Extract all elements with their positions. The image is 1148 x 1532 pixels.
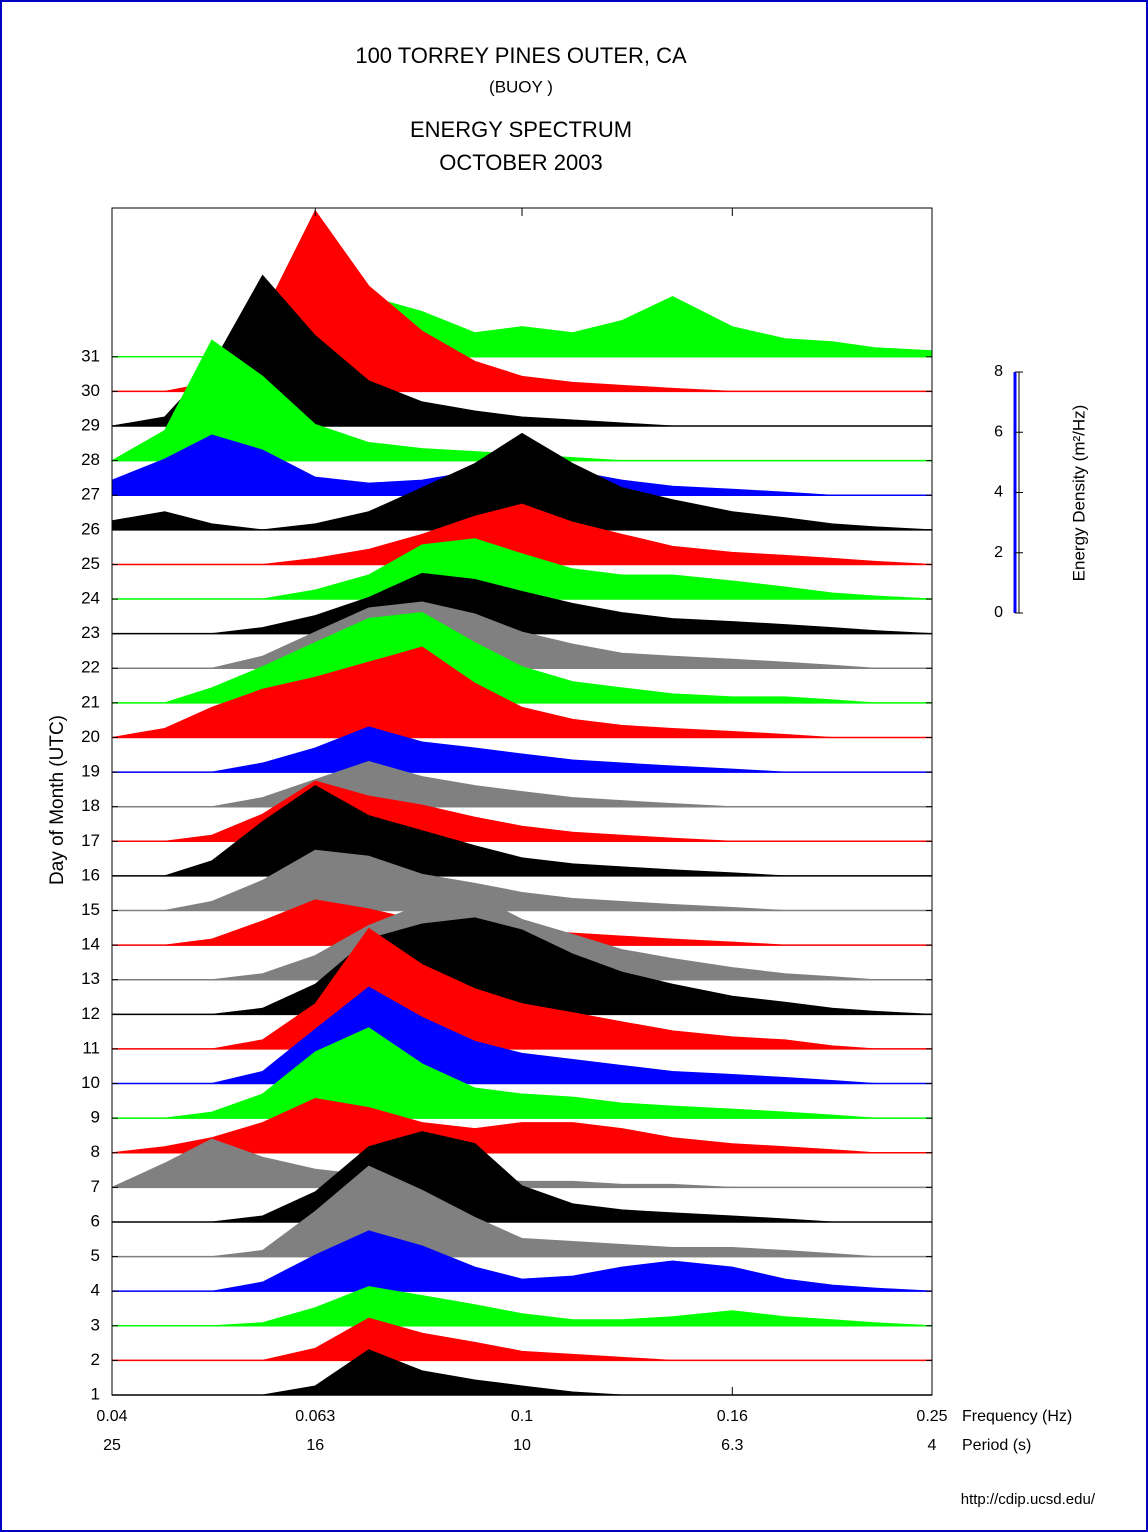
y-tick-label: 18 — [81, 796, 100, 815]
y-tick-label: 24 — [81, 589, 100, 608]
spectrum — [112, 572, 933, 635]
period-tick-label: 4 — [928, 1437, 937, 1454]
y-tick-label: 10 — [81, 1073, 100, 1092]
x-tick-label: 0.063 — [295, 1408, 335, 1425]
y-tick-label: 30 — [81, 381, 100, 400]
y-tick-label: 16 — [81, 865, 100, 884]
spectrum — [112, 917, 933, 1015]
y-axis-label: Day of Month (UTC) — [47, 715, 68, 885]
y-tick-label: 21 — [81, 692, 100, 711]
y-tick-label: 26 — [81, 519, 100, 538]
y-tick-label: 3 — [91, 1315, 100, 1334]
spectrum — [112, 1165, 932, 1258]
y-tick-label: 20 — [81, 727, 100, 746]
y-tick-label: 14 — [81, 935, 100, 954]
y-tick-label: 27 — [81, 485, 100, 504]
x-axis-label: Frequency (Hz) — [962, 1408, 1072, 1425]
z-tick-label: 8 — [994, 363, 1003, 380]
y-tick-label: 25 — [81, 554, 100, 573]
chart-title: 100 TORREY PINES OUTER, CA — [355, 43, 687, 68]
spectrum — [111, 432, 933, 531]
chart-title-3: OCTOBER 2003 — [439, 150, 602, 175]
y-tick-label: 7 — [91, 1177, 100, 1196]
period-tick-label: 16 — [306, 1437, 324, 1454]
y-tick-label: 13 — [81, 969, 100, 988]
y-tick-label: 28 — [81, 450, 100, 469]
x-tick-label: 0.04 — [96, 1408, 127, 1425]
z-tick-label: 4 — [994, 484, 1003, 501]
spectrum — [112, 1230, 933, 1292]
y-tick-label: 12 — [81, 1004, 100, 1023]
y-tick-label: 6 — [91, 1211, 100, 1230]
y-tick-label: 31 — [81, 346, 100, 365]
period-tick-label: 25 — [103, 1437, 121, 1454]
y-tick-label: 23 — [81, 623, 100, 642]
z-tick-label: 0 — [994, 604, 1003, 621]
x2-axis-label: Period (s) — [962, 1437, 1031, 1454]
x-tick-label: 0.25 — [916, 1408, 947, 1425]
z-tick-label: 2 — [994, 544, 1003, 561]
x-tick-label: 0.1 — [511, 1408, 533, 1425]
spectrum — [111, 1098, 932, 1154]
y-tick-label: 15 — [81, 900, 100, 919]
y-tick-label: 17 — [81, 831, 100, 850]
period-tick-label: 10 — [513, 1437, 531, 1454]
footer-url: http://cdip.ucsd.edu/ — [961, 1491, 1096, 1508]
y-tick-label: 1 — [91, 1384, 100, 1403]
y-tick-label: 29 — [81, 416, 100, 435]
period-tick-label: 6.3 — [721, 1437, 743, 1454]
spectrum — [112, 927, 932, 1050]
spectrum — [112, 1027, 932, 1119]
z-tick-label: 6 — [994, 423, 1003, 440]
y-tick-label: 9 — [91, 1108, 100, 1127]
y-tick-label: 8 — [91, 1142, 100, 1161]
y-tick-label: 5 — [91, 1246, 100, 1265]
y-tick-label: 22 — [81, 658, 100, 677]
spectrum — [112, 1286, 933, 1327]
y-tick-label: 2 — [91, 1350, 100, 1369]
y-tick-label: 11 — [82, 1038, 100, 1057]
y-tick-label: 4 — [91, 1281, 100, 1300]
plot-area — [110, 209, 933, 1396]
y-tick-label: 19 — [81, 762, 100, 781]
z-axis-label: Energy Density (m²/Hz) — [1069, 405, 1088, 582]
chart-subtitle: (BUOY ) — [489, 77, 553, 96]
x-tick-label: 0.16 — [717, 1408, 748, 1425]
chart-title-2: ENERGY SPECTRUM — [410, 117, 632, 142]
